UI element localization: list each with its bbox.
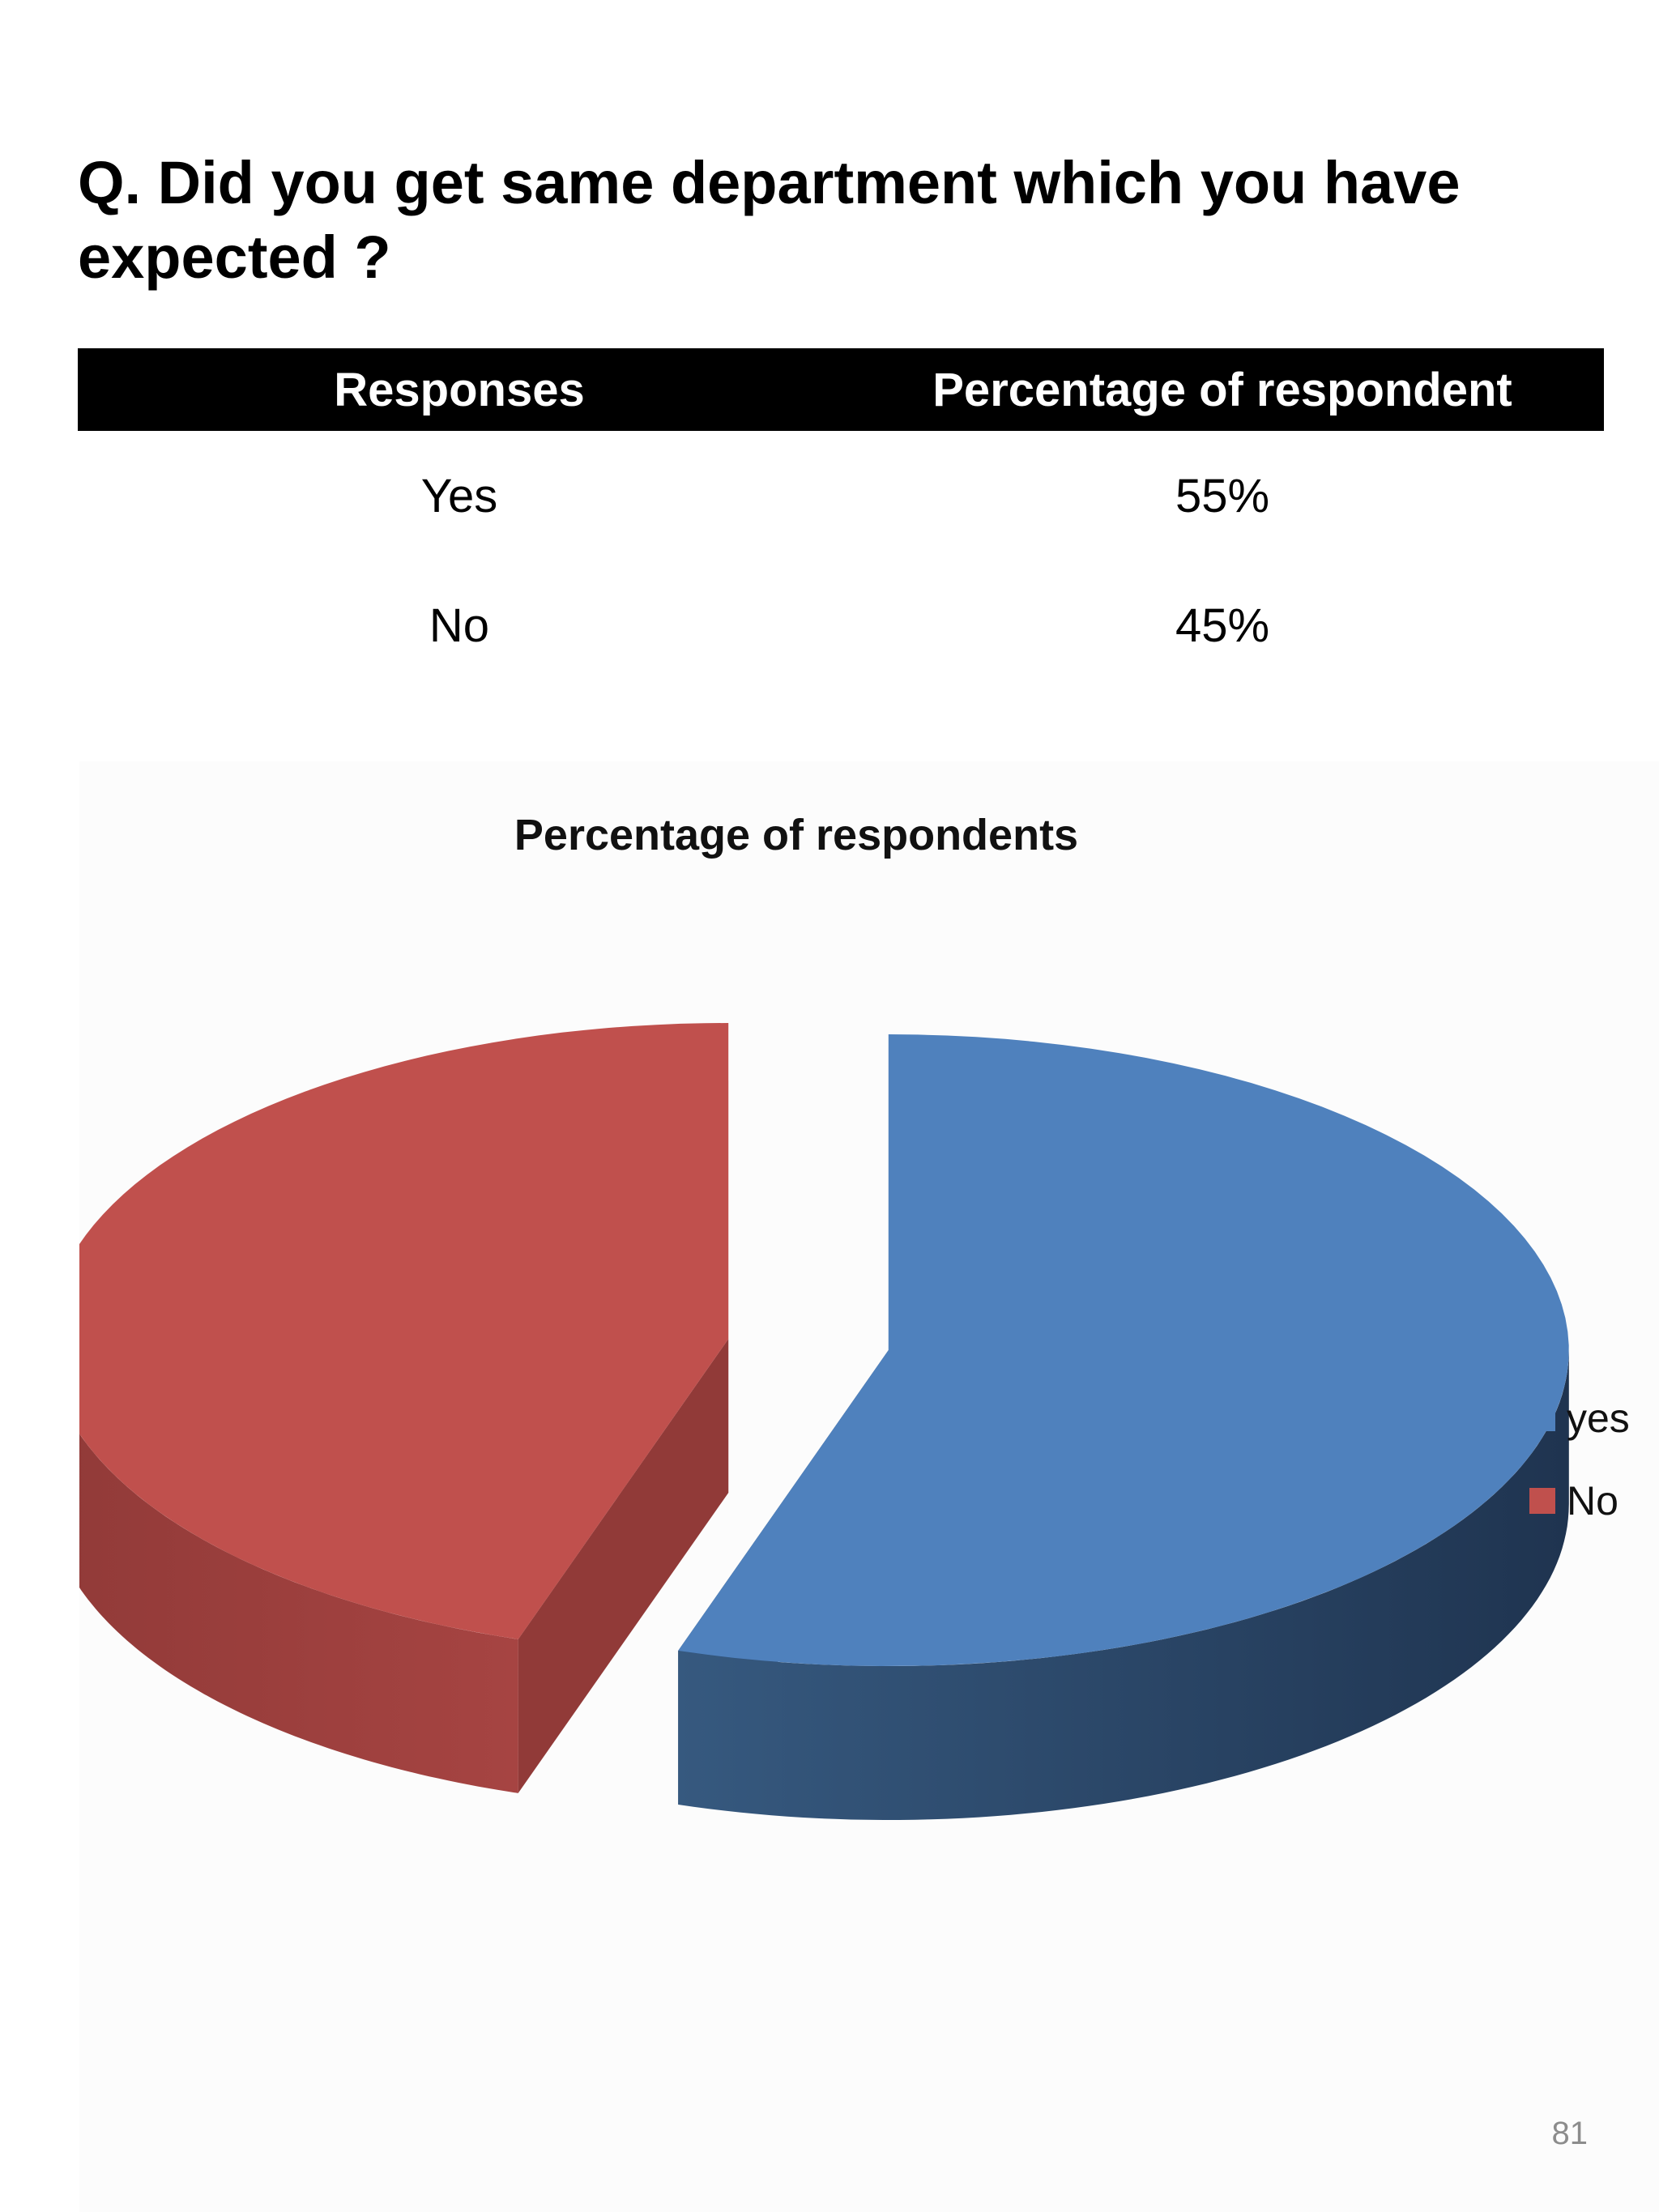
table-row: Yes 55% [78,431,1604,560]
percentage-no: 45% [1175,599,1270,652]
response-yes: Yes [420,469,498,522]
legend-item-yes: yes [1529,1377,1630,1460]
header-percentage: Percentage of respondent [841,348,1604,431]
pie-chart [79,1023,1569,1820]
legend-swatch-yes [1529,1405,1555,1431]
pie-slice-yes-wall [678,1350,1569,1820]
header-responses: Responses [78,348,841,431]
legend-label-yes: yes [1567,1396,1630,1441]
chart-area: Percentage of respondents yes No [79,761,1659,2212]
table-header-row: Responses Percentage of respondent [78,348,1604,431]
page-number: 81 [1551,2116,1589,2151]
legend-swatch-no [1529,1488,1555,1514]
pie-slice-yes-top [678,1034,1569,1666]
pie-slice-yes [678,1034,1569,1820]
chart-legend: yes No [1529,1377,1630,1542]
chart-title: Percentage of respondents [514,811,1079,859]
pie-slice-no-cut-face [518,1338,729,1793]
table-row: No 45% [78,560,1604,690]
percentage-yes: 55% [1175,469,1270,522]
legend-item-no: No [1529,1460,1630,1542]
response-no: No [429,599,490,652]
question-title: Q. Did you get same department which you… [78,149,1461,291]
pie-slice-no-top [79,1023,729,1639]
pie-slice-no-wall [79,1434,518,1793]
response-table: Responses Percentage of respondent Yes 5… [78,348,1604,690]
legend-label-no: No [1567,1478,1618,1524]
pie-slice-no [79,1023,729,1793]
